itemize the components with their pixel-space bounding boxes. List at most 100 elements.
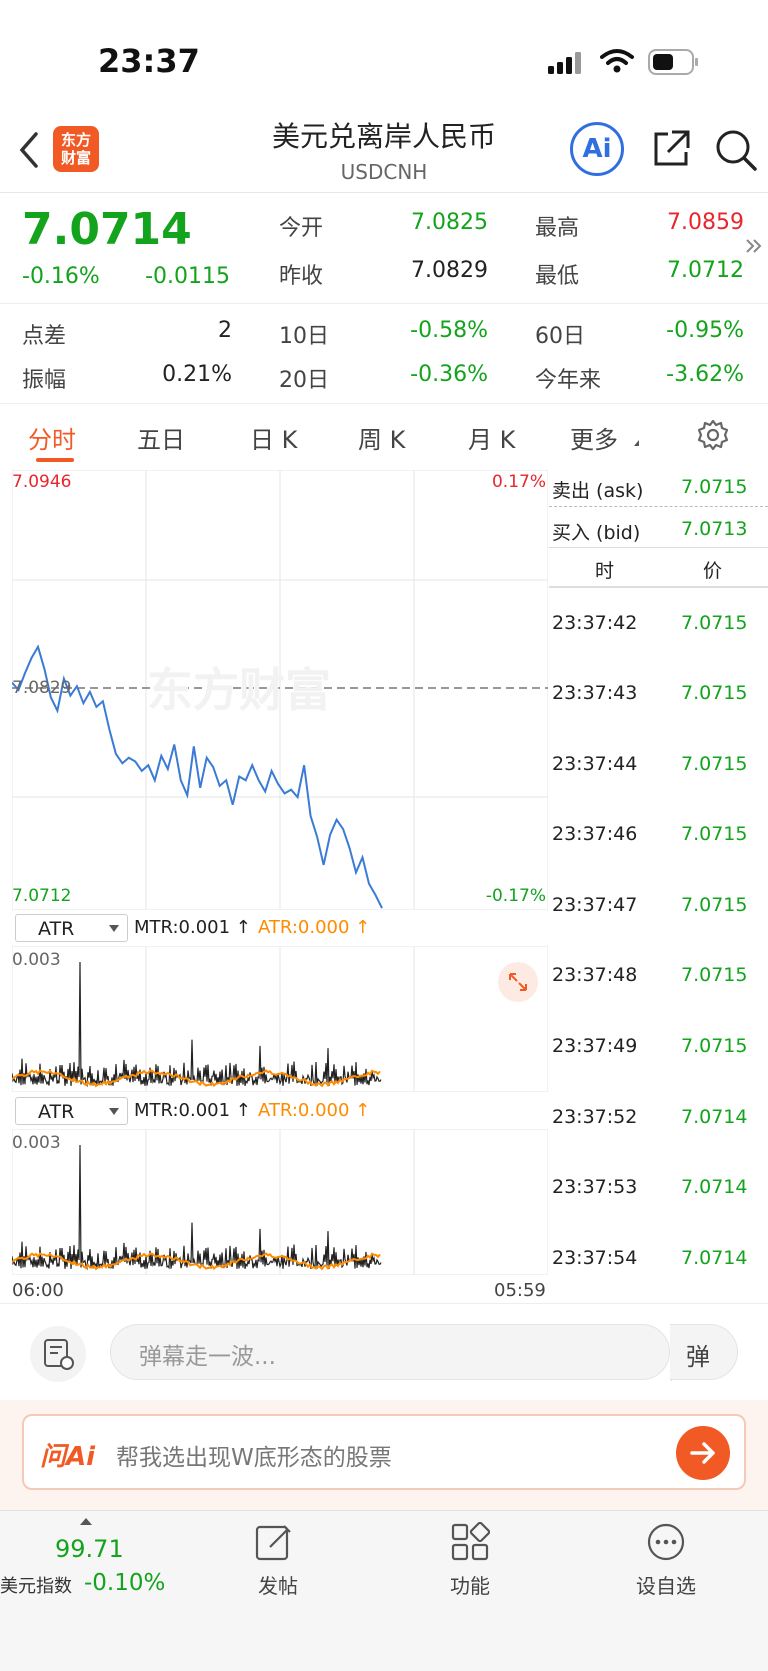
atr-line	[12, 1069, 381, 1088]
x-end-label: 05:59	[494, 1280, 546, 1301]
tick-time: 23:37:48	[552, 964, 638, 986]
usd-index-change[interactable]: -0.10%	[84, 1570, 166, 1596]
open-value: 7.0825	[411, 210, 488, 235]
y-max-label: 7.0946	[12, 472, 72, 492]
status-time: 23:37	[98, 42, 200, 80]
tick-time: 23:37:43	[552, 682, 638, 704]
usd-index-name[interactable]: 美元指数	[0, 1576, 72, 1597]
indicator-selector-1[interactable]: ATR	[15, 914, 128, 942]
d60-label: 60日	[535, 324, 585, 349]
caret-up-icon	[80, 1518, 92, 1525]
tab-intraday[interactable]: 分时	[28, 426, 76, 454]
more-dropdown-icon	[634, 440, 639, 446]
danmaku-toggle-label: 弹	[686, 1343, 710, 1371]
edit-icon	[255, 1525, 291, 1561]
tick-time: 23:37:46	[552, 823, 638, 845]
post-label: 发帖	[258, 1574, 298, 1598]
low-label: 最低	[535, 264, 580, 289]
tick-price: 7.0714	[681, 1176, 748, 1198]
stats-divider	[0, 403, 768, 404]
settings-icon[interactable]	[696, 418, 730, 456]
tick-price: 7.0714	[681, 1106, 748, 1128]
tab-monthly-k[interactable]: 月 K	[468, 426, 516, 454]
logo-text-top: 东方	[60, 131, 91, 149]
search-icon[interactable]	[714, 128, 758, 176]
x-start-label: 06:00	[12, 1280, 64, 1301]
chart-watermark: 东方财富	[147, 663, 331, 717]
col-price-header: 价	[703, 560, 723, 582]
intraday-chart[interactable]: 东方财富 7.0946 0.17% 7.0829 7.0712 -0.17%	[12, 470, 548, 910]
col-time-header: 时	[595, 560, 615, 582]
d10-label: 10日	[279, 324, 329, 349]
atr-chart-1[interactable]: 0.003	[12, 946, 548, 1092]
tab-weekly-k[interactable]: 周 K	[358, 426, 406, 454]
tab-active-indicator	[36, 458, 74, 462]
last-price: 7.0714	[22, 204, 192, 255]
tick-price: 7.0715	[681, 823, 748, 845]
danmaku-toggle-button[interactable]: 弹	[670, 1324, 738, 1380]
high-value: 7.0859	[667, 210, 744, 235]
back-icon[interactable]	[18, 130, 40, 174]
d60-value: -0.95%	[666, 318, 744, 343]
expand-icon[interactable]	[498, 962, 538, 1002]
tick-time: 23:37:53	[552, 1176, 638, 1198]
indicator-selector-1-label: ATR	[38, 918, 75, 940]
atr-y-max-1: 0.003	[12, 950, 61, 970]
tab-more[interactable]: 更多	[570, 426, 618, 454]
tick-price: 7.0715	[681, 894, 748, 916]
functions-button[interactable]: 功能	[428, 1520, 512, 1600]
expand-right-icon[interactable]	[744, 236, 764, 260]
high-label: 最高	[535, 216, 580, 241]
tick-price: 7.0715	[681, 1035, 748, 1057]
tab-daily-k[interactable]: 日 K	[250, 426, 298, 454]
mtr-line	[12, 961, 382, 1088]
pct-min-label: -0.17%	[485, 886, 546, 906]
prev-close-value: 7.0829	[411, 258, 488, 283]
d20-label: 20日	[279, 368, 329, 393]
arrow-right-icon[interactable]	[676, 1426, 730, 1480]
baseline-label: 7.0829	[12, 678, 72, 698]
ask-ai-input[interactable]: 问Ai 帮我选出现W底形态的股票	[22, 1414, 746, 1490]
ytd-label: 今年来	[535, 368, 602, 393]
mtr-line	[12, 1144, 382, 1271]
amplitude-value: 0.21%	[162, 362, 232, 387]
tab-five-day[interactable]: 五日	[137, 426, 185, 454]
header-divider	[0, 192, 768, 193]
atr-value-2: ATR:0.000 ↑	[258, 1100, 371, 1121]
tick-time: 23:37:47	[552, 894, 638, 916]
wifi-icon	[600, 48, 634, 78]
share-icon[interactable]	[650, 128, 692, 174]
page-title: 美元兑离岸人民币	[271, 120, 496, 153]
order-book: 卖出 (ask) 7.0715 买入 (bid) 7.0713 时 价 23:3…	[549, 470, 768, 1300]
change-amount: -0.0115	[145, 264, 230, 289]
chevron-down-icon	[109, 1108, 119, 1115]
post-button[interactable]: 发帖	[236, 1520, 320, 1600]
app-logo[interactable]: 东方 财富	[53, 126, 99, 172]
atr-value-1: ATR:0.000 ↑	[258, 917, 371, 938]
spread-value: 2	[218, 318, 232, 343]
mtr-value-1: MTR:0.001 ↑	[134, 917, 251, 938]
danmaku-list-icon[interactable]	[30, 1326, 86, 1382]
prev-close-label: 昨收	[279, 264, 324, 289]
mtr-value-2: MTR:0.001 ↑	[134, 1100, 251, 1121]
tick-time: 23:37:49	[552, 1035, 638, 1057]
atr-y-max-2: 0.003	[12, 1133, 61, 1153]
spread-label: 点差	[22, 324, 67, 349]
y-min-label: 7.0712	[12, 886, 72, 906]
ytd-value: -3.62%	[666, 362, 744, 387]
tick-price: 7.0714	[681, 1247, 748, 1269]
logo-text-bottom: 财富	[60, 149, 91, 167]
usd-index-value[interactable]: 99.71	[55, 1535, 124, 1563]
d10-value: -0.58%	[410, 318, 488, 343]
tick-price: 7.0715	[681, 753, 748, 775]
atr-chart-2[interactable]: 0.003	[12, 1129, 548, 1275]
danmaku-input[interactable]: 弹幕走一波...	[110, 1324, 672, 1381]
ask-price: 7.0715	[681, 476, 748, 498]
add-watchlist-button[interactable]: 设自选	[624, 1520, 708, 1600]
grid-icon	[451, 1522, 490, 1561]
indicator-selector-2[interactable]: ATR	[15, 1097, 128, 1125]
ai-button[interactable]: Ai	[570, 122, 624, 176]
add-watchlist-label: 设自选	[636, 1574, 696, 1598]
low-value: 7.0712	[667, 258, 744, 283]
quote-divider	[0, 303, 768, 304]
